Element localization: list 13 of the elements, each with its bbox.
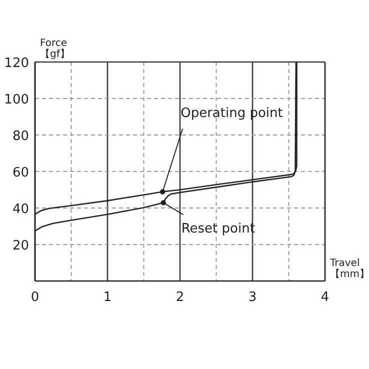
y-tick-label: 80 bbox=[12, 129, 29, 144]
x-tick-label: 1 bbox=[103, 290, 112, 305]
x-tick-label: 0 bbox=[30, 290, 40, 305]
y-tick-label: 40 bbox=[12, 202, 29, 217]
x-tick-label: 4 bbox=[320, 290, 330, 305]
x-axis-title: Travel 【mm】 bbox=[329, 258, 369, 280]
x-tick-label: 2 bbox=[176, 290, 184, 305]
y-axis-title: Force 【gf】 bbox=[40, 38, 70, 60]
y-tick-label: 100 bbox=[4, 92, 29, 108]
x-tick-label: 3 bbox=[248, 290, 257, 305]
y-tick-label: 60 bbox=[12, 166, 29, 180]
y-tick-label: 20 bbox=[12, 238, 29, 254]
y-tick-label: 120 bbox=[4, 56, 29, 71]
